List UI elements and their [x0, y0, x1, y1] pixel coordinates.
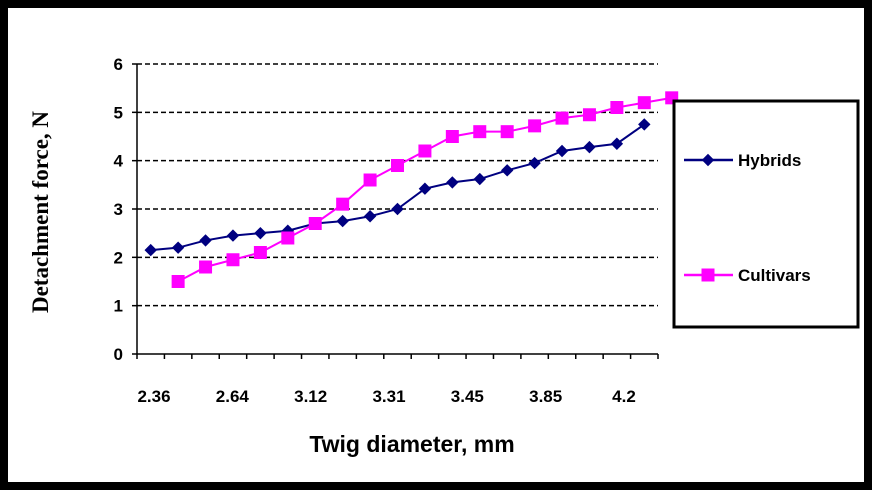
legend-box [672, 99, 860, 329]
data-point [336, 197, 350, 211]
legend: Hybrids Cultivars [672, 99, 860, 329]
x-tick-label: 3.31 [372, 387, 405, 406]
series-line [150, 123, 645, 252]
data-point [701, 153, 715, 167]
data-point [336, 214, 349, 228]
data-point [144, 243, 157, 257]
series-hybrids [144, 118, 651, 257]
data-point [555, 111, 569, 125]
legend-label: Cultivars [738, 266, 811, 285]
x-axis-title: Twig diameter, mm [309, 431, 514, 457]
x-tick-label: 3.12 [294, 387, 327, 406]
data-point [637, 96, 651, 110]
data-point [199, 234, 212, 247]
y-tick-label: 3 [114, 200, 123, 219]
data-point [610, 137, 624, 150]
data-point [446, 176, 459, 189]
x-tick-label: 3.85 [529, 387, 562, 406]
y-tick-label: 1 [114, 297, 123, 316]
x-tick-label: 4.2 [612, 387, 636, 406]
y-tick-label: 0 [114, 345, 123, 364]
tick-labels: 0 1 2 3 4 5 6 2.36 2.64 3.12 3.31 3.45 3.85 4.2 [114, 55, 636, 406]
data-point [445, 130, 459, 143]
y-tick-label: 5 [114, 103, 123, 122]
data-point [363, 210, 377, 223]
legend-item-cultivars: Cultivars [684, 266, 811, 285]
data-point [701, 268, 715, 282]
data-point [253, 246, 267, 259]
data-point [500, 125, 514, 139]
data-point [391, 159, 404, 172]
series-cultivars [171, 91, 679, 288]
data-point [528, 156, 541, 170]
series-layer [144, 91, 679, 288]
data-point [500, 164, 514, 177]
data-point [199, 260, 213, 274]
data-point [583, 140, 596, 154]
data-point [171, 241, 185, 254]
x-tick-label: 3.45 [451, 387, 484, 406]
data-point [391, 202, 404, 216]
y-tick-label: 6 [114, 55, 123, 74]
data-point [281, 231, 295, 245]
legend-item-hybrids: Hybrids [684, 151, 801, 170]
data-point [418, 144, 432, 158]
data-point [473, 125, 487, 139]
data-point [528, 119, 542, 133]
legend-label: Hybrids [738, 151, 801, 170]
data-point [226, 229, 240, 242]
data-point [254, 226, 267, 240]
y-tick-label: 2 [114, 248, 123, 267]
gridlines [137, 63, 658, 307]
data-point [308, 217, 322, 230]
y-axis-title: Detachment force, N [28, 111, 53, 313]
data-point [582, 108, 596, 122]
data-point [610, 101, 624, 114]
axes [132, 63, 659, 359]
data-point [226, 253, 240, 267]
y-tick-label: 4 [114, 152, 124, 171]
data-point [363, 173, 377, 187]
data-point [473, 172, 486, 186]
x-tick-label: 2.36 [137, 387, 170, 406]
data-point [171, 275, 185, 288]
data-point [555, 144, 569, 158]
x-tick-label: 2.64 [216, 387, 250, 406]
data-point [418, 182, 432, 195]
data-point [638, 118, 651, 131]
